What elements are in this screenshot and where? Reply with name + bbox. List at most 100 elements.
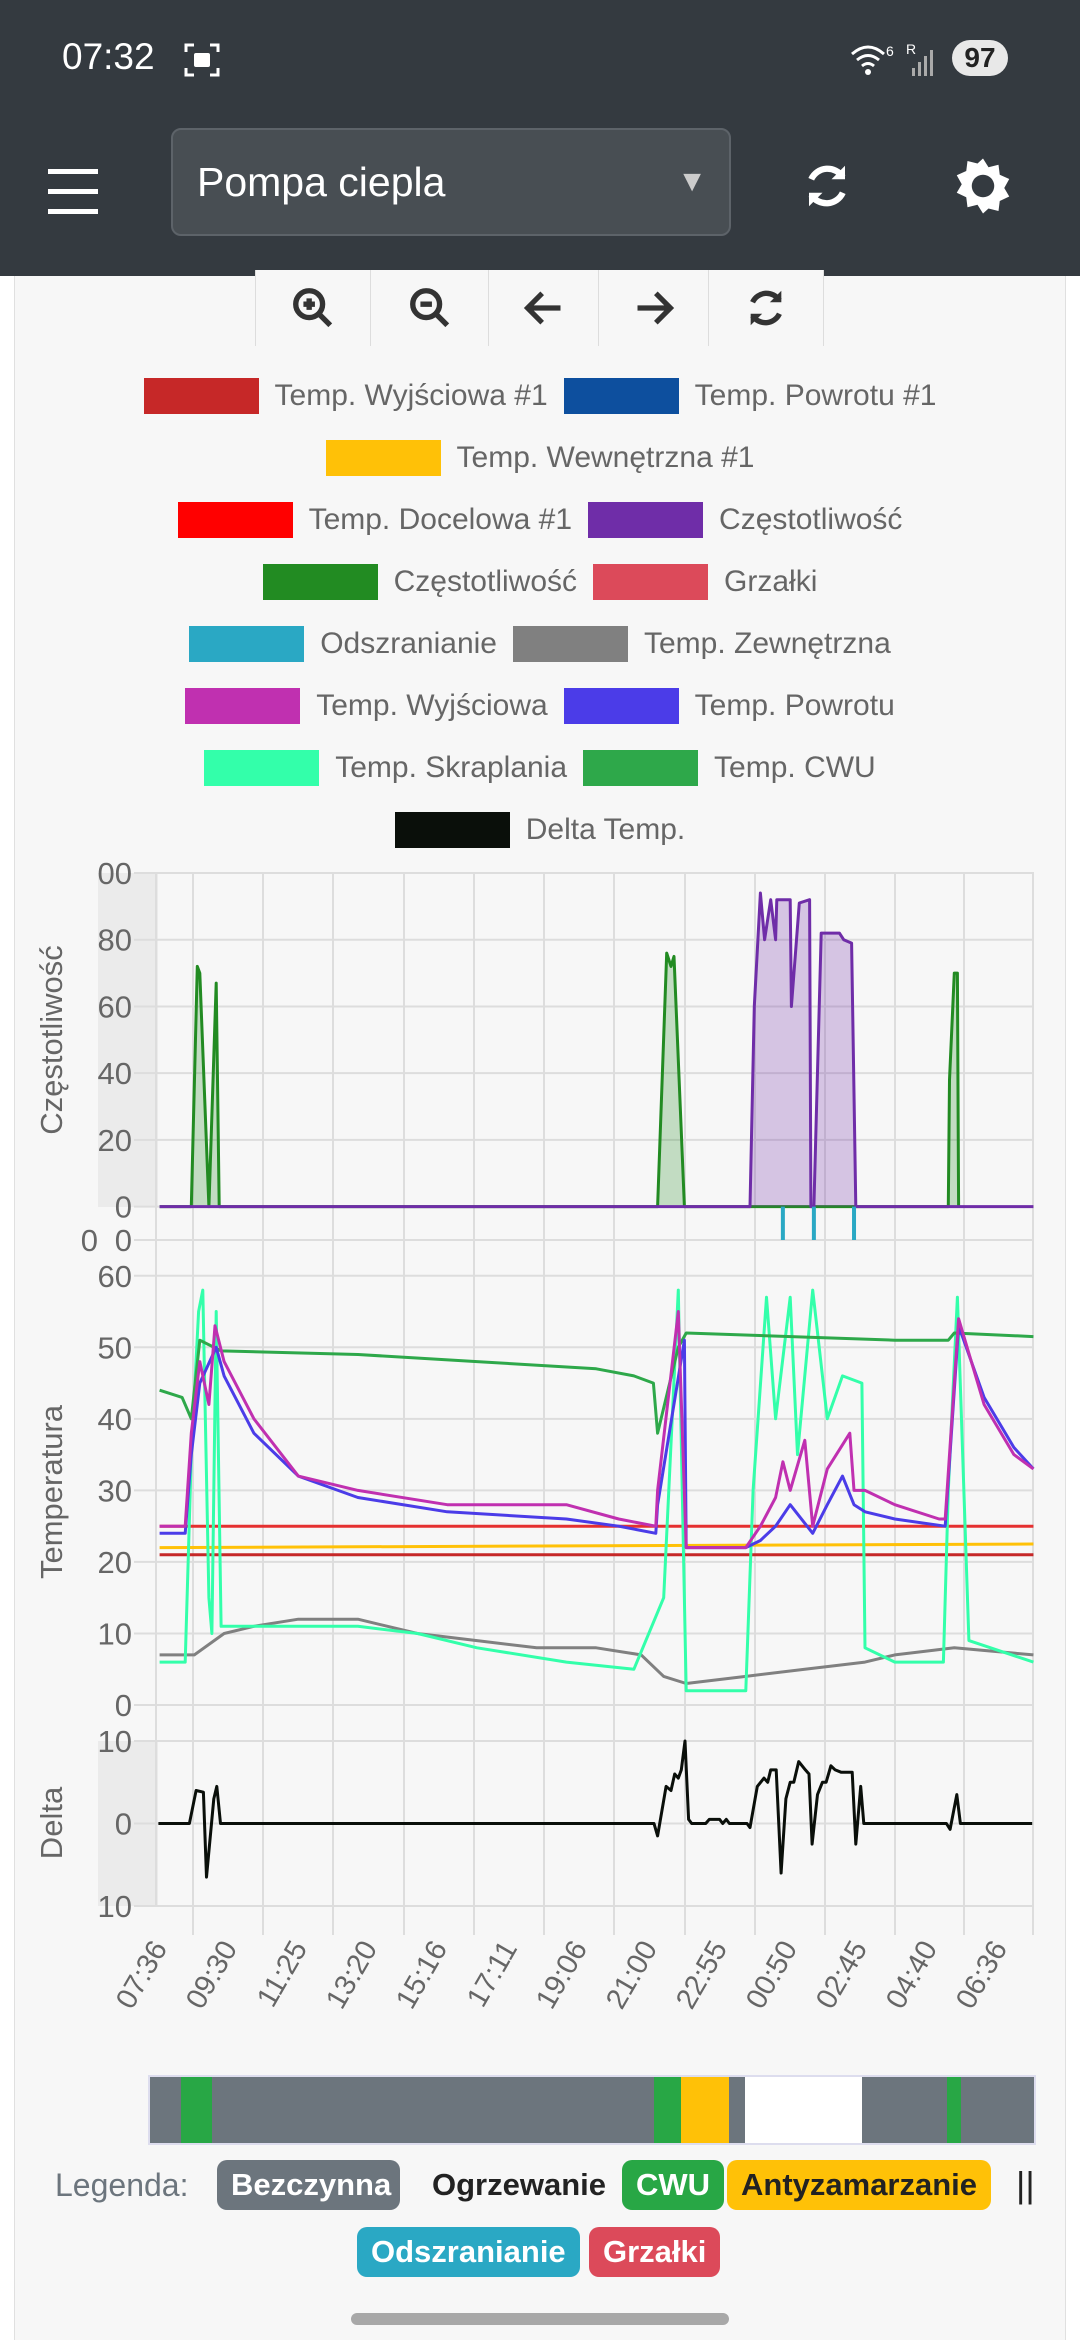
y-tick-label: 60	[98, 989, 132, 1024]
x-tick-label: 00:50	[740, 1936, 804, 2015]
y-tick-label: 20	[98, 1123, 132, 1158]
refresh-icon[interactable]	[800, 156, 854, 216]
legend-label: Temp. Powrotu	[694, 689, 895, 722]
series-line-1	[159, 1542, 1034, 1550]
timeline-segment	[150, 2077, 181, 2143]
legend-item[interactable]: Temp. Skraplania	[204, 750, 567, 786]
legend-item[interactable]: Odszranianie	[189, 626, 497, 662]
y-axis-title: Częstotliwość	[34, 945, 69, 1135]
y-tick-label: 0	[115, 1807, 132, 1842]
home-indicator[interactable]	[351, 2313, 729, 2325]
series-line-7	[159, 1310, 1035, 1550]
x-tick-label: 17:11	[461, 1936, 524, 2013]
app-bar: Pompa ciepla ▼	[0, 120, 1080, 276]
legend-row: Odszranianie Temp. Zewnętrzna	[14, 613, 1066, 675]
refresh-icon	[750, 290, 782, 326]
y-tick-label: 50	[98, 1330, 132, 1365]
y-tick-label: 0	[115, 1223, 132, 1258]
legend-item[interactable]: Delta Temp.	[394, 812, 686, 848]
timeline-segment	[947, 2077, 961, 2143]
legend-item[interactable]: Temp. Zewnętrzna	[512, 626, 891, 662]
series-line-1	[159, 891, 1034, 1209]
y-tick-label: 10	[98, 1616, 132, 1651]
legend-row: Temp. Wyjściowa #1 Temp. Powrotu #1	[14, 365, 1066, 427]
legend-swatch	[177, 502, 293, 538]
legend-item[interactable]: Grzałki	[593, 564, 817, 600]
legend-item[interactable]: Temp. Wyjściowa	[185, 688, 548, 724]
y-tick-label: 0	[115, 1190, 132, 1225]
legend-item[interactable]: Temp. Wewnętrzna #1	[325, 440, 755, 476]
legend-item[interactable]: Temp. CWU	[583, 750, 876, 786]
state-legend-row-2: Odszranianie Grzałki	[0, 2227, 1080, 2279]
badge-dhw: CWU	[622, 2160, 725, 2210]
x-tick-label: 07:36	[110, 1936, 174, 2015]
legend-label: Odszranianie	[320, 627, 497, 660]
pan-right-button[interactable]	[598, 270, 708, 346]
badge-heaters: Grzałki	[589, 2227, 721, 2277]
reset-zoom-button[interactable]	[708, 270, 824, 346]
legend-swatch	[593, 564, 709, 600]
x-tick-label: 11:25	[251, 1936, 314, 2013]
timeline-segment	[861, 2077, 948, 2143]
hamburger-menu-icon[interactable]	[48, 165, 100, 217]
pan-left-button[interactable]	[488, 270, 598, 346]
legend-swatch	[185, 688, 301, 724]
y-tick-label: 10	[98, 1724, 132, 1759]
state-legend: Legenda: Bezczynna Ogrzewanie CWU Antyza…	[0, 2160, 1080, 2210]
y-tick-label: 0	[115, 1688, 132, 1723]
state-legend-title: Legenda:	[55, 2167, 189, 2203]
legend-item[interactable]: Częstotliwość	[588, 502, 902, 538]
legend-swatch	[189, 626, 305, 662]
legend-row: Temp. Wyjściowa Temp. Powrotu	[14, 675, 1066, 737]
legend-item[interactable]: Częstotliwość	[262, 564, 578, 600]
timeline-segment	[653, 2077, 682, 2143]
gear-icon[interactable]	[953, 156, 1013, 216]
y-tick-label: 30	[98, 1473, 132, 1508]
device-select-value: Pompa ciepla	[197, 159, 446, 205]
timeline-segment	[729, 2077, 746, 2143]
battery-level: 97	[952, 40, 1008, 76]
x-tick-label: 22:55	[670, 1936, 734, 2015]
series-line-0	[159, 951, 961, 1209]
y-tick-label: 80	[98, 923, 132, 958]
legend-label: Częstotliwość	[719, 503, 903, 536]
legend-swatch	[143, 378, 259, 414]
legend-label: Delta Temp.	[525, 813, 686, 846]
chart-card	[14, 276, 1066, 2340]
legend-label: Grzałki	[724, 565, 818, 598]
y-tick-label: 40	[98, 1402, 132, 1437]
x-tick-label: 19:06	[530, 1936, 594, 2015]
legend-row: Temp. Docelowa #1 Częstotliwość	[14, 489, 1066, 551]
legend-label: Temp. Wewnętrzna #1	[456, 441, 755, 474]
series-line-4	[159, 1288, 1034, 1693]
legend-item[interactable]: Temp. Wyjściowa #1	[143, 378, 548, 414]
timeline-segment	[745, 2077, 862, 2143]
series-line-0	[158, 1739, 1033, 1879]
timeline-segment	[180, 2077, 212, 2143]
legend-swatch	[563, 378, 679, 414]
legend-swatch	[588, 502, 704, 538]
legend-label: Temp. Wyjściowa #1	[274, 379, 548, 412]
y-tick-label: 40	[98, 1056, 132, 1091]
device-select[interactable]: Pompa ciepla ▼	[171, 128, 731, 236]
screenshot-icon	[184, 43, 220, 77]
legend-label: Temp. CWU	[714, 751, 876, 784]
y-tick-label: 60	[98, 1259, 132, 1294]
x-tick-label: 13:20	[320, 1936, 384, 2015]
badge-defrost: Odszranianie	[357, 2227, 580, 2277]
timeline-segment	[681, 2077, 730, 2143]
legend-swatch	[394, 812, 510, 848]
x-tick-label: 04:40	[880, 1936, 944, 2015]
series-line-3	[159, 1617, 1034, 1685]
arrow-left-icon	[523, 291, 560, 325]
zoom-in-button[interactable]	[255, 270, 370, 346]
legend-item[interactable]: Temp. Docelowa #1	[177, 502, 572, 538]
legend-item[interactable]: Temp. Powrotu #1	[563, 378, 936, 414]
legend-item[interactable]: Temp. Powrotu	[563, 688, 895, 724]
badge-idle: Bezczynna	[217, 2160, 400, 2210]
legend-label: Częstotliwość	[393, 565, 578, 598]
badge-heating: Ogrzewanie	[432, 2167, 606, 2202]
zoom-out-button[interactable]	[370, 270, 488, 346]
